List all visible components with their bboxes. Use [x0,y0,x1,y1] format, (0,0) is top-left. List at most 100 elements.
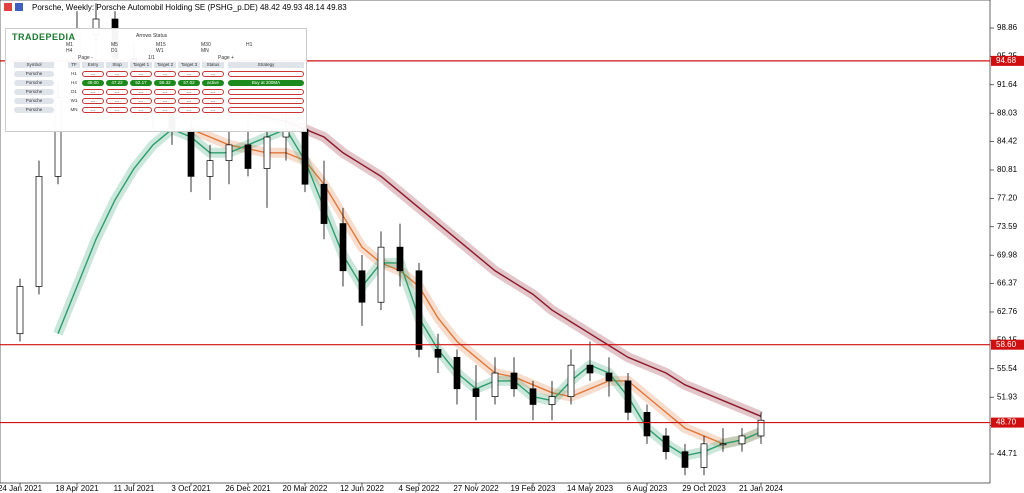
x-tick-label: 3 Oct 2021 [171,484,211,493]
level-label: 58.60 [996,340,1017,349]
page-nav[interactable]: Page - [78,55,93,61]
table-cell: --- [130,107,152,113]
table-cell: --- [106,107,128,113]
candle-body [16,286,24,335]
candle-body [757,419,765,437]
candle-body [415,270,423,350]
x-tick-label: 26 Dec 2021 [225,484,271,493]
table-cell: 55.32 [154,80,176,86]
table-cell: --- [82,89,104,95]
timeframe-option[interactable]: MN [201,48,209,54]
candle-body [263,136,271,169]
table-cell: Porsche [14,80,54,86]
y-tick-label: 55.54 [997,364,1018,373]
table-cell [228,89,304,95]
candle-body [35,176,43,287]
table-cell: --- [106,98,128,104]
timeframe-option[interactable]: D1 [111,48,118,54]
page-nav[interactable]: Page + [218,55,234,61]
x-tick-label: 20 Mar 2022 [283,484,328,493]
x-tick-label: 27 Nov 2022 [453,484,499,493]
table-cell: --- [202,89,224,95]
candle-body [719,443,727,446]
candle-body [662,435,670,453]
table-cell: Porsche [14,89,54,95]
table-cell: --- [106,71,128,77]
column-header: Target 3 [178,62,200,68]
table-cell [228,98,304,104]
table-cell: Porsche [14,107,54,113]
x-tick-label: 18 Apr 2021 [55,484,99,493]
logo: TRADEPEDIA [12,32,76,42]
candle-body [244,144,252,169]
candle-body [301,128,309,185]
timeframe-option[interactable]: M5 [111,42,118,48]
icon [15,3,23,11]
level-tag [991,55,1024,66]
table-cell: --- [82,71,104,77]
x-tick-label: 29 Oct 2023 [682,484,726,493]
table-cell: 49.00 [82,80,104,86]
table-cell: --- [154,98,176,104]
timeframe-option[interactable]: M30 [201,42,211,48]
table-cell: 47.22 [106,80,128,86]
table-cell: 57.02 [178,80,200,86]
candle-body [453,356,461,390]
candle-body [396,246,404,272]
y-tick-label: 84.42 [997,137,1018,146]
table-cell: --- [82,98,104,104]
y-tick-label: 77.20 [997,194,1018,203]
table-cell: --- [202,98,224,104]
timeframe-option[interactable]: W1 [156,48,164,54]
table-cell: --- [130,89,152,95]
table-cell: H1 [71,71,77,76]
x-tick-label: 11 Jul 2021 [114,484,155,493]
y-tick-label: 62.76 [997,307,1018,316]
x-tick-label: 24 Jan 2021 [0,484,43,493]
candle-body [624,380,632,413]
table-cell: --- [178,89,200,95]
table-cell: --- [82,107,104,113]
timeframe-option[interactable]: M1 [66,42,73,48]
candle-body [529,388,537,405]
x-tick-label: 12 Jun 2022 [340,484,385,493]
level-label: 94.68 [996,56,1017,65]
table-cell: --- [202,71,224,77]
timeframe-option[interactable]: H4 [66,48,73,54]
timeframe-option[interactable]: M15 [156,42,166,48]
timeframe-option[interactable]: H1 [246,42,253,48]
table-cell: --- [130,71,152,77]
y-tick-label: 69.98 [997,250,1018,259]
table-cell: MN [70,107,78,112]
table-cell: 52.17 [130,80,152,86]
candle-body [567,364,575,397]
y-tick-label: 91.64 [997,80,1018,89]
candle-body [339,223,347,272]
candle-body [548,396,556,405]
x-tick-label: 4 Sep 2022 [399,484,440,493]
candle-body [700,443,708,468]
panel-title: Arrows Status [136,33,168,39]
level-tag [991,339,1024,350]
column-header: Status [202,62,224,68]
candle-body [187,128,195,177]
y-tick-label: 98.86 [997,23,1018,32]
y-tick-label: 80.81 [997,165,1018,174]
column-header: Strategy [228,62,304,68]
column-header: Entry [82,62,104,68]
table-cell: --- [154,71,176,77]
candle-body [472,388,480,397]
table-cell: --- [154,89,176,95]
candle-body [738,435,746,445]
icon [4,3,12,11]
y-tick-label: 44.71 [997,449,1018,458]
candle-body [510,372,518,390]
candle-body [434,349,442,358]
page-nav[interactable]: 1/1 [148,55,155,61]
table-cell: H4 [71,80,77,85]
table-cell: --- [106,89,128,95]
y-tick-label: 51.93 [997,392,1018,401]
candle-body [320,183,328,224]
column-header: Target 1 [130,62,152,68]
